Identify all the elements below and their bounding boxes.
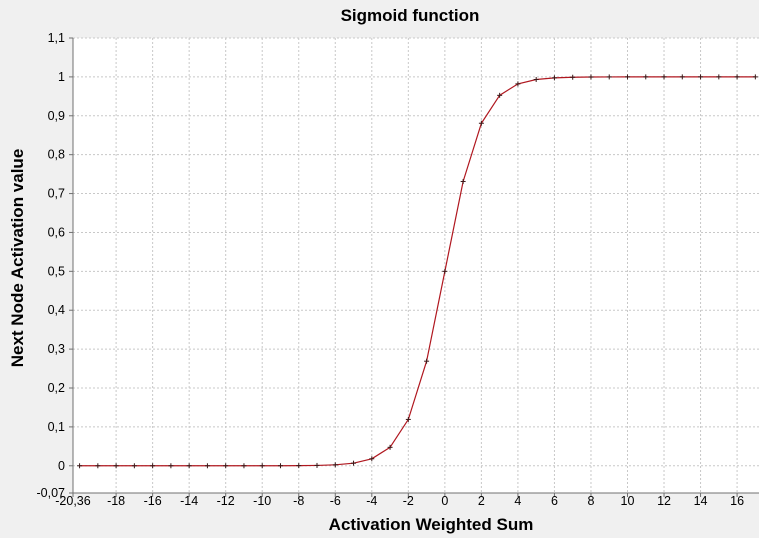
x-tick-label: 4 <box>514 494 521 508</box>
x-tick-label: 0 <box>441 494 448 508</box>
x-axis-ticks: -20,36 -18 -16 -14 -12 -10 -8 -6 -4 -2 0 2 4 6 8 10 12 14… <box>55 493 744 508</box>
y-tick-label: 0,9 <box>48 109 65 123</box>
x-tick-label: 14 <box>694 494 708 508</box>
x-tick-label: -20,36 <box>55 494 90 508</box>
series-layer <box>77 74 758 469</box>
y-tick-label: 0,8 <box>48 148 65 162</box>
x-tick-label: 16 <box>730 494 744 508</box>
y-axis-ticks: -0,07 0 0,1 0,2 0,3 0,4 0,5 0,6 0,7 0,8 0,9 1 1,1 <box>37 31 73 500</box>
x-tick-label: 10 <box>621 494 635 508</box>
x-tick-label: -10 <box>253 494 271 508</box>
x-axis-label: Activation Weighted Sum <box>329 515 534 534</box>
x-tick-label: 6 <box>551 494 558 508</box>
y-tick-label: 0,2 <box>48 381 65 395</box>
sigmoid-series-line <box>79 76 756 467</box>
y-tick-label: 0,6 <box>48 225 65 239</box>
x-tick-label: 8 <box>587 494 594 508</box>
x-tick-label: 12 <box>657 494 671 508</box>
x-tick-label: -16 <box>144 494 162 508</box>
y-tick-label: 0,3 <box>48 342 65 356</box>
y-tick-label: 0,5 <box>48 264 65 278</box>
axes <box>72 38 759 494</box>
y-tick-label: 0,4 <box>48 303 65 317</box>
x-tick-label: -2 <box>403 494 414 508</box>
y-tick-label: 0 <box>58 459 65 473</box>
x-tick-label: 2 <box>478 494 485 508</box>
x-tick-label: -4 <box>366 494 377 508</box>
plot-background <box>73 38 759 493</box>
x-tick-label: -14 <box>180 494 198 508</box>
y-tick-label: 0,7 <box>48 187 65 201</box>
y-tick-label: 1 <box>58 70 65 84</box>
y-axis-label: Next Node Activation value <box>8 149 27 368</box>
y-tick-label: -0,07 <box>37 486 66 500</box>
x-tick-label: -12 <box>217 494 235 508</box>
y-tick-label: 0,1 <box>48 420 65 434</box>
x-tick-label: -18 <box>107 494 125 508</box>
chart-title: Sigmoid function <box>341 6 480 25</box>
x-tick-label: -8 <box>293 494 304 508</box>
plot-area <box>72 37 759 494</box>
y-tick-label: 1,1 <box>48 31 65 45</box>
x-tick-label: -6 <box>330 494 341 508</box>
